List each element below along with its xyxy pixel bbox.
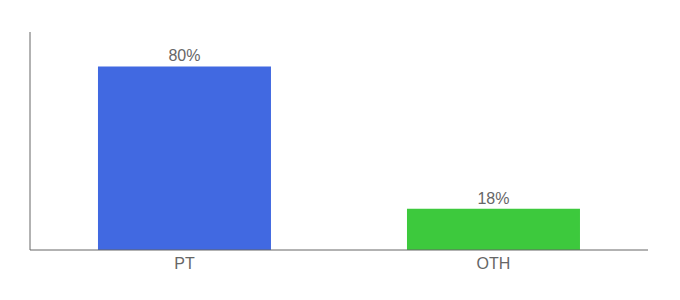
svg-text:18%: 18%	[477, 190, 509, 207]
svg-text:PT: PT	[174, 255, 195, 272]
svg-text:OTH: OTH	[477, 255, 511, 272]
svg-text:80%: 80%	[168, 47, 200, 64]
